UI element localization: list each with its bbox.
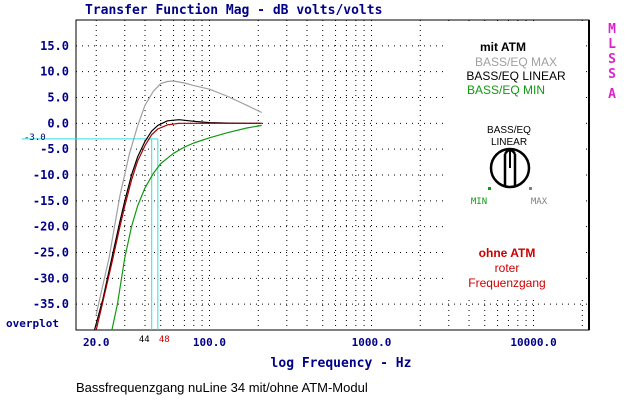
knob-min-marker [488,187,491,190]
y-tick-label: 10.0 [40,65,69,79]
overplot-label: overplot [6,317,59,330]
knob-label-line2: LINEAR [491,137,527,148]
reference-freq-label: 44 [139,335,150,345]
series-line-ohne [95,122,262,331]
series-line-min [111,124,262,331]
reference-level-label: -3.0 [24,133,46,143]
x-tick-labels: 20.0 100.0 1000.0 10000.0 [83,336,557,349]
ohne-atm-line1: roter [495,261,520,275]
side-label-letter: M [608,22,616,37]
y-tick-label: -15.0 [33,194,69,208]
side-label-letter: L [608,37,616,52]
y-tick-label: -25.0 [33,246,69,260]
x-axis-label: log Frequency - Hz [271,356,412,371]
chart-title: Transfer Function Mag - dB volts/volts [85,3,382,18]
ohne-atm-title: ohne ATM [479,246,536,260]
caption: Bassfrequenzgang nuLine 34 mit/ohne ATM-… [76,380,368,395]
x-tick-label: 10000.0 [510,336,556,349]
side-label-letter: S [608,52,616,67]
x-tick-label: 100.0 [193,336,226,349]
y-tick-label: -10.0 [33,168,69,182]
legend-item-max: BASS/EQ MAX [475,55,557,69]
legend: mit ATM BASS/EQ MAX BASS/EQ LINEAR BASS/… [466,40,566,97]
ohne-atm-note: ohne ATM roter Frequenzgang [468,246,545,290]
side-label-letter: A [608,87,616,102]
legend-title: mit ATM [480,40,526,54]
y-tick-label: 0.0 [47,116,69,130]
y-tick-labels: 15.0 10.0 5.0 0.0 -5.0 -10.0 -15.0 -20.0 -25.0 -3… [33,39,69,311]
reference-freq-label: 48 [159,335,170,345]
series-group [93,80,262,331]
y-tick-label: 15.0 [40,39,69,53]
knob-label-line1: BASS/EQ [487,125,531,136]
knob-max-label: MAX [531,197,548,207]
side-label-letter: S [608,67,616,82]
legend-item-min: BASS/EQ MIN [467,83,545,97]
ohne-atm-line2: Frequenzgang [468,276,545,290]
x-tick-label: 1000.0 [352,336,392,349]
y-tick-label: 5.0 [47,91,69,105]
y-tick-label: -5.0 [40,142,69,156]
y-tick-label: -20.0 [33,220,69,234]
y-tick-label: -35.0 [33,297,69,311]
knob: BASS/EQ LINEAR MIN MAX [471,125,548,207]
knob-max-marker [529,187,532,190]
x-tick-label: 20.0 [83,336,110,349]
legend-item-linear: BASS/EQ LINEAR [466,69,566,83]
knob-min-label: MIN [471,197,487,207]
series-line-max [95,80,262,315]
y-tick-label: -30.0 [33,271,69,285]
side-label: M L S S A [608,22,616,102]
reference-lines: -3.0 44 48 [22,133,170,345]
